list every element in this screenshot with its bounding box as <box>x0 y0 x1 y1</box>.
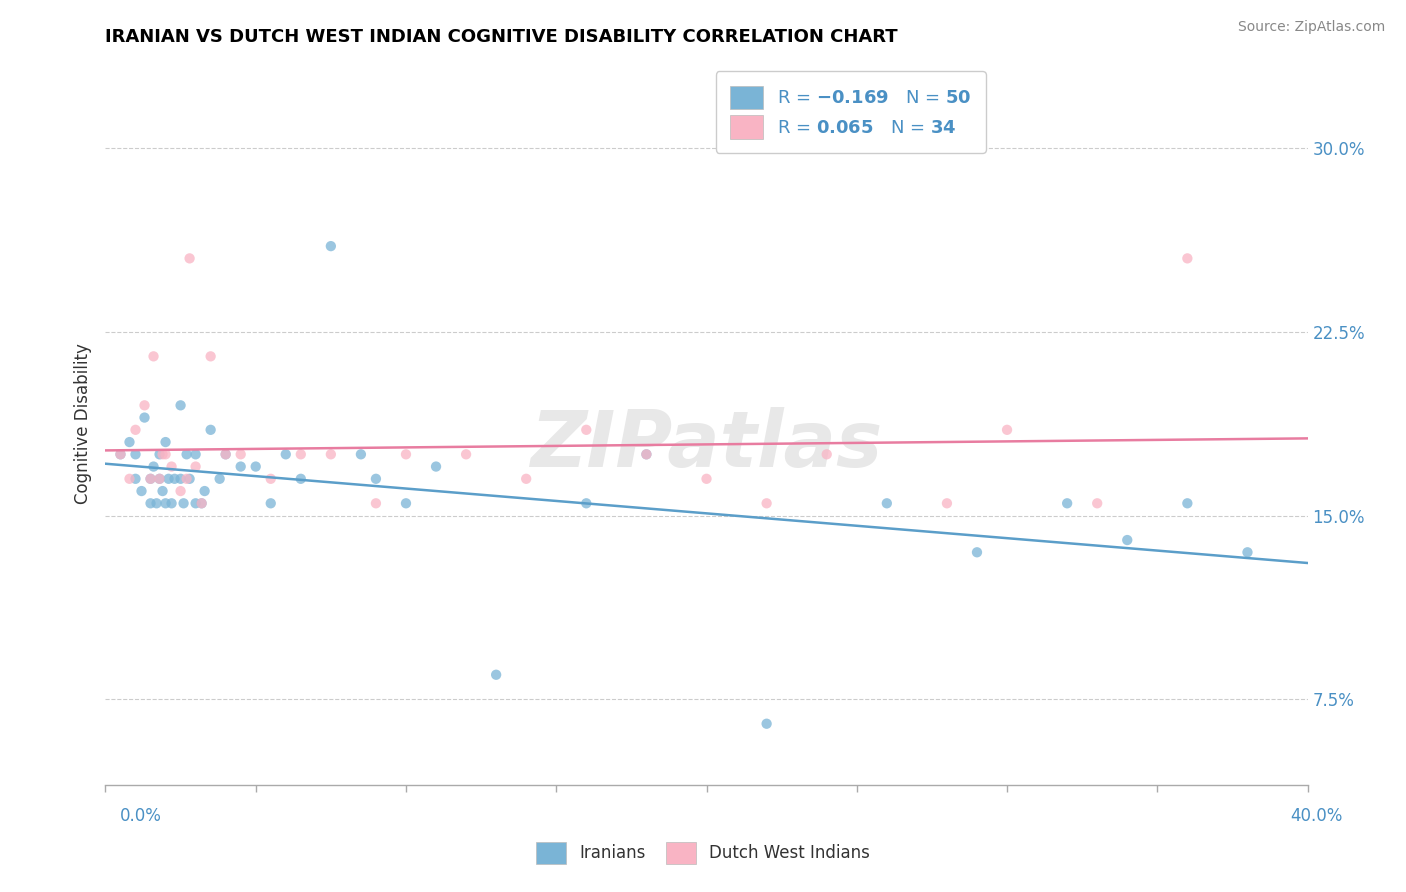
Point <box>1177 496 1199 510</box>
Point <box>1116 533 1139 547</box>
Point <box>142 349 165 363</box>
Point <box>1056 496 1078 510</box>
Point <box>815 447 838 461</box>
Point <box>169 398 191 412</box>
Point <box>118 472 141 486</box>
Point <box>152 484 174 499</box>
Point <box>485 667 508 681</box>
Point <box>139 496 162 510</box>
Point <box>208 472 231 486</box>
Point <box>755 716 778 731</box>
Text: Source: ZipAtlas.com: Source: ZipAtlas.com <box>1237 20 1385 34</box>
Point <box>110 447 132 461</box>
Point <box>200 349 222 363</box>
Point <box>636 447 658 461</box>
Point <box>350 447 373 461</box>
Point <box>145 496 167 510</box>
Point <box>425 459 447 474</box>
Point <box>936 496 959 510</box>
Point <box>110 447 132 461</box>
Point <box>214 447 236 461</box>
Point <box>1236 545 1258 559</box>
Point <box>229 459 252 474</box>
Point <box>214 447 236 461</box>
Point <box>148 472 170 486</box>
Point <box>515 472 537 486</box>
Point <box>456 447 478 461</box>
Point <box>395 447 418 461</box>
Point <box>395 496 418 510</box>
Point <box>134 410 156 425</box>
Point <box>124 472 146 486</box>
Text: 0.0%: 0.0% <box>120 807 162 825</box>
Text: 40.0%: 40.0% <box>1291 807 1343 825</box>
Point <box>260 496 283 510</box>
Y-axis label: Cognitive Disability: Cognitive Disability <box>73 343 91 504</box>
Point <box>176 472 198 486</box>
Point <box>575 496 598 510</box>
Point <box>184 447 207 461</box>
Legend: R = $\mathbf{-0.169}$   N = $\mathbf{50}$, R = $\mathbf{0.065}$   N = $\mathbf{3: R = $\mathbf{-0.169}$ N = $\mathbf{50}$,… <box>716 71 986 153</box>
Point <box>155 447 177 461</box>
Point <box>755 496 778 510</box>
Point <box>176 447 198 461</box>
Point <box>245 459 267 474</box>
Point <box>131 484 153 499</box>
Point <box>173 496 195 510</box>
Point <box>229 447 252 461</box>
Point <box>190 496 212 510</box>
Text: IRANIAN VS DUTCH WEST INDIAN COGNITIVE DISABILITY CORRELATION CHART: IRANIAN VS DUTCH WEST INDIAN COGNITIVE D… <box>105 28 898 45</box>
Point <box>155 496 177 510</box>
Point <box>696 472 718 486</box>
Point <box>575 423 598 437</box>
Point <box>179 472 201 486</box>
Text: ZIPatlas: ZIPatlas <box>530 408 883 483</box>
Point <box>139 472 162 486</box>
Point <box>155 435 177 450</box>
Point <box>184 496 207 510</box>
Point <box>194 484 217 499</box>
Point <box>876 496 898 510</box>
Point <box>169 472 191 486</box>
Point <box>190 496 212 510</box>
Point <box>139 472 162 486</box>
Point <box>260 472 283 486</box>
Point <box>142 459 165 474</box>
Point <box>160 459 183 474</box>
Point <box>290 472 312 486</box>
Point <box>319 239 342 253</box>
Point <box>163 472 186 486</box>
Point <box>179 252 201 266</box>
Point <box>148 447 170 461</box>
Point <box>200 423 222 437</box>
Legend: Iranians, Dutch West Indians: Iranians, Dutch West Indians <box>530 836 876 871</box>
Point <box>148 472 170 486</box>
Point <box>995 423 1018 437</box>
Point <box>1177 252 1199 266</box>
Point <box>184 459 207 474</box>
Point <box>124 447 146 461</box>
Point <box>364 496 387 510</box>
Point <box>169 484 191 499</box>
Point <box>118 435 141 450</box>
Point <box>152 447 174 461</box>
Point <box>124 423 146 437</box>
Point <box>157 472 180 486</box>
Point <box>1085 496 1108 510</box>
Point <box>319 447 342 461</box>
Point <box>364 472 387 486</box>
Point <box>966 545 988 559</box>
Point <box>134 398 156 412</box>
Point <box>290 447 312 461</box>
Point <box>160 496 183 510</box>
Point <box>636 447 658 461</box>
Point <box>274 447 297 461</box>
